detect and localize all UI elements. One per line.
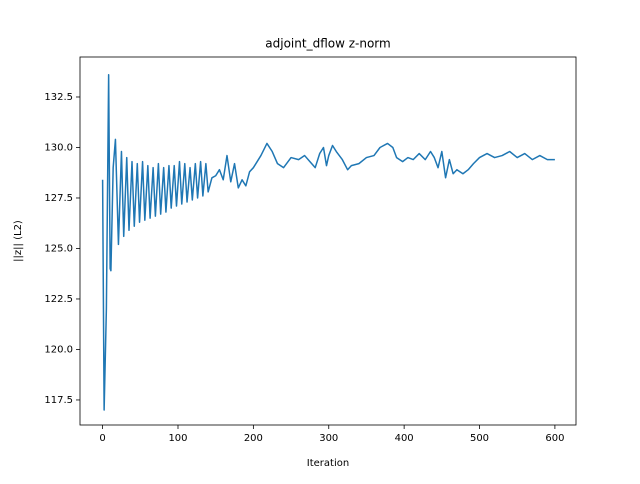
x-tick-label: 500	[470, 433, 489, 444]
y-tick-label: 132.5	[44, 92, 73, 103]
axes-frame	[79, 56, 577, 426]
x-tick-label: 300	[319, 433, 338, 444]
chart-title: adjoint_dflow z-norm	[265, 37, 390, 51]
y-tick-label: 122.5	[44, 294, 73, 305]
y-tick-label: 117.5	[44, 395, 73, 406]
y-tick-label: 127.5	[44, 193, 73, 204]
x-tick-label: 600	[545, 433, 564, 444]
y-axis-label: ||z|| (L2)	[13, 220, 24, 262]
x-axis-label: Iteration	[307, 458, 349, 469]
y-tick-label: 125.0	[44, 243, 73, 254]
y-tick-label: 130.0	[44, 142, 73, 153]
x-tick-label: 400	[395, 433, 414, 444]
x-tick-label: 100	[168, 433, 187, 444]
x-tick-label: 0	[99, 433, 105, 444]
x-tick-label: 200	[244, 433, 263, 444]
y-tick-label: 120.0	[44, 344, 73, 355]
line-series	[101, 74, 555, 411]
